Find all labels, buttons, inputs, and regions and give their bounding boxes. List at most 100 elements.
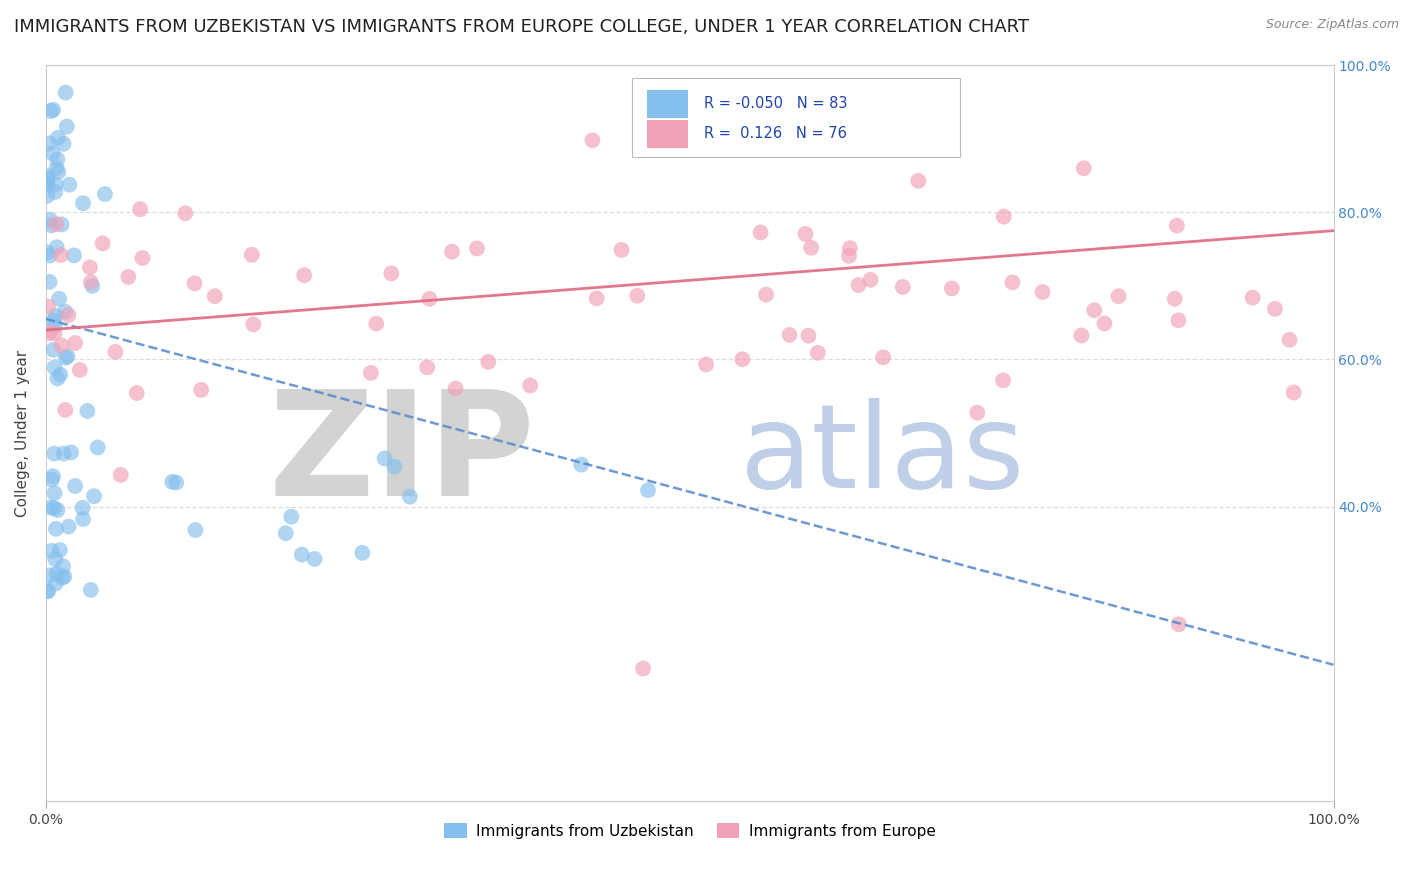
FancyBboxPatch shape [647,120,689,148]
Point [859,273,882,287]
Point [76,404,98,418]
Point [83,489,105,503]
Point [125,386,148,401]
Point [838,241,860,255]
Point [37,171,59,186]
Point [304,552,326,566]
Point [380,266,402,280]
Point [416,360,439,375]
Point [1282,385,1305,400]
Point [165,475,187,490]
Point [42,313,65,327]
Point [991,373,1014,387]
Point [45,566,67,581]
Point [755,287,778,301]
Point [44,178,66,192]
Point [58,178,80,192]
Point [129,202,152,217]
Y-axis label: College, Under 1 year: College, Under 1 year [15,350,30,516]
Point [44,360,66,375]
Point [183,277,205,291]
Point [848,278,870,293]
Point [60,445,83,459]
Point [55,86,77,100]
Point [72,512,94,526]
Point [37,584,59,599]
Point [117,269,139,284]
Point [695,358,717,372]
Point [51,338,73,352]
Point [37,245,59,260]
Point [292,268,315,282]
Point [1163,292,1185,306]
Point [63,248,86,262]
Point [37,584,59,599]
Point [45,217,67,231]
FancyBboxPatch shape [647,90,689,118]
Point [46,371,69,385]
Point [37,169,59,184]
Point [52,136,75,151]
Point [110,467,132,482]
Point [418,292,440,306]
Point [1278,333,1301,347]
Point [519,378,541,392]
Point [45,161,67,176]
Point [626,288,648,302]
Point [797,328,820,343]
Point [1167,313,1189,327]
Point [38,275,60,289]
Point [240,248,263,262]
Point [779,327,801,342]
Point [38,249,60,263]
Point [891,280,914,294]
Point [56,120,79,134]
Point [1092,317,1115,331]
Point [352,546,374,560]
Point [51,218,73,232]
Point [1083,303,1105,318]
Point [94,187,117,202]
Point [53,403,76,417]
FancyBboxPatch shape [631,78,960,157]
Point [44,447,66,461]
Point [38,326,60,340]
Point [46,131,69,145]
Point [39,568,62,582]
Point [399,490,422,504]
Point [465,242,488,256]
Point [174,206,197,220]
Point [37,188,59,202]
Point [131,251,153,265]
Point [280,509,302,524]
Text: R =  0.126   N = 76: R = 0.126 N = 76 [704,126,846,141]
Point [631,661,654,675]
Point [80,582,103,597]
Point [56,349,79,363]
Point [55,351,77,365]
Point [49,248,72,262]
Point [477,355,499,369]
Point [44,501,66,516]
Point [46,503,69,517]
Point [45,240,67,254]
Point [39,212,62,227]
Point [42,103,65,117]
Point [39,500,62,515]
Point [38,136,60,151]
Point [45,522,67,536]
Point [46,165,69,179]
Point [162,475,184,489]
Text: atlas: atlas [740,398,1025,513]
Point [63,479,86,493]
Point [44,326,66,341]
Point [39,219,62,233]
Text: Source: ZipAtlas.com: Source: ZipAtlas.com [1265,18,1399,31]
Point [80,275,103,289]
Point [374,451,396,466]
Point [242,318,264,332]
Point [610,243,633,257]
Point [41,473,63,487]
Point [800,241,823,255]
Point [44,486,66,500]
